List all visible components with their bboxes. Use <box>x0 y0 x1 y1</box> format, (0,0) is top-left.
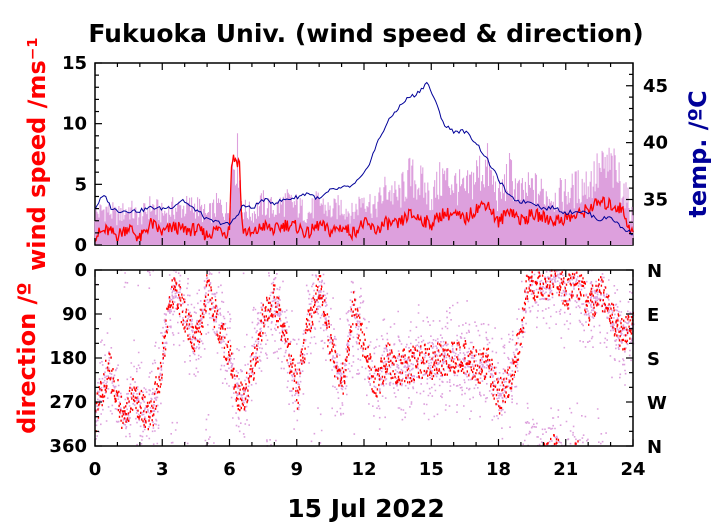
bottom-panel: 0 3 6 9 12 15 18 21 24 0 90 180 270 360 N E S W N directio… <box>13 260 667 480</box>
temperature-axis-label: temp. /ºC <box>684 90 712 217</box>
hour-tick-label: 24 <box>620 459 645 480</box>
wind-speed-tick-label: 10 <box>62 114 87 135</box>
date-axis-label: 15 Jul 2022 <box>287 494 444 523</box>
wind-speed-tick-label: 0 <box>74 235 87 256</box>
temperature-tick-label: 35 <box>643 190 668 211</box>
hour-tick-label: 12 <box>351 459 376 480</box>
chart-title: Fukuoka Univ. (wind speed & direction) <box>88 19 643 48</box>
direction-tick-label: 360 <box>49 436 87 457</box>
wind-speed-tick-label: 15 <box>62 53 87 74</box>
compass-tick-label: E <box>647 305 659 326</box>
temperature-line <box>94 81 634 236</box>
wind-speed-axis-label: wind speed /ms⁻¹ <box>23 37 51 271</box>
direction-axis-label: direction /º <box>13 282 41 434</box>
compass-tick-label: S <box>647 349 660 370</box>
direction-scatter <box>95 269 635 447</box>
hour-tick-label: 6 <box>223 459 236 480</box>
hour-tick-label: 9 <box>290 459 303 480</box>
temperature-tick-label: 40 <box>643 133 668 154</box>
compass-tick-label: N <box>647 437 662 458</box>
direction-tick-label: 270 <box>49 392 87 413</box>
compass-tick-label: N <box>647 261 662 282</box>
hour-tick-label: 15 <box>419 459 444 480</box>
hour-tick-label: 0 <box>89 459 102 480</box>
hour-tick-label: 18 <box>486 459 511 480</box>
wind-speed-tick-label: 5 <box>74 174 87 195</box>
hour-tick-label: 3 <box>156 459 169 480</box>
direction-tick-label: 90 <box>62 304 87 325</box>
compass-tick-label: W <box>647 393 667 414</box>
wind-speed-line <box>94 154 634 243</box>
temperature-tick-label: 45 <box>643 76 668 97</box>
direction-tick-label: 180 <box>49 348 87 369</box>
hour-tick-label: 21 <box>553 459 578 480</box>
direction-tick-label: 0 <box>74 260 87 281</box>
top-panel: 0 5 10 15 35 40 45 wind speed /ms⁻¹ temp. /ºC <box>23 37 712 271</box>
